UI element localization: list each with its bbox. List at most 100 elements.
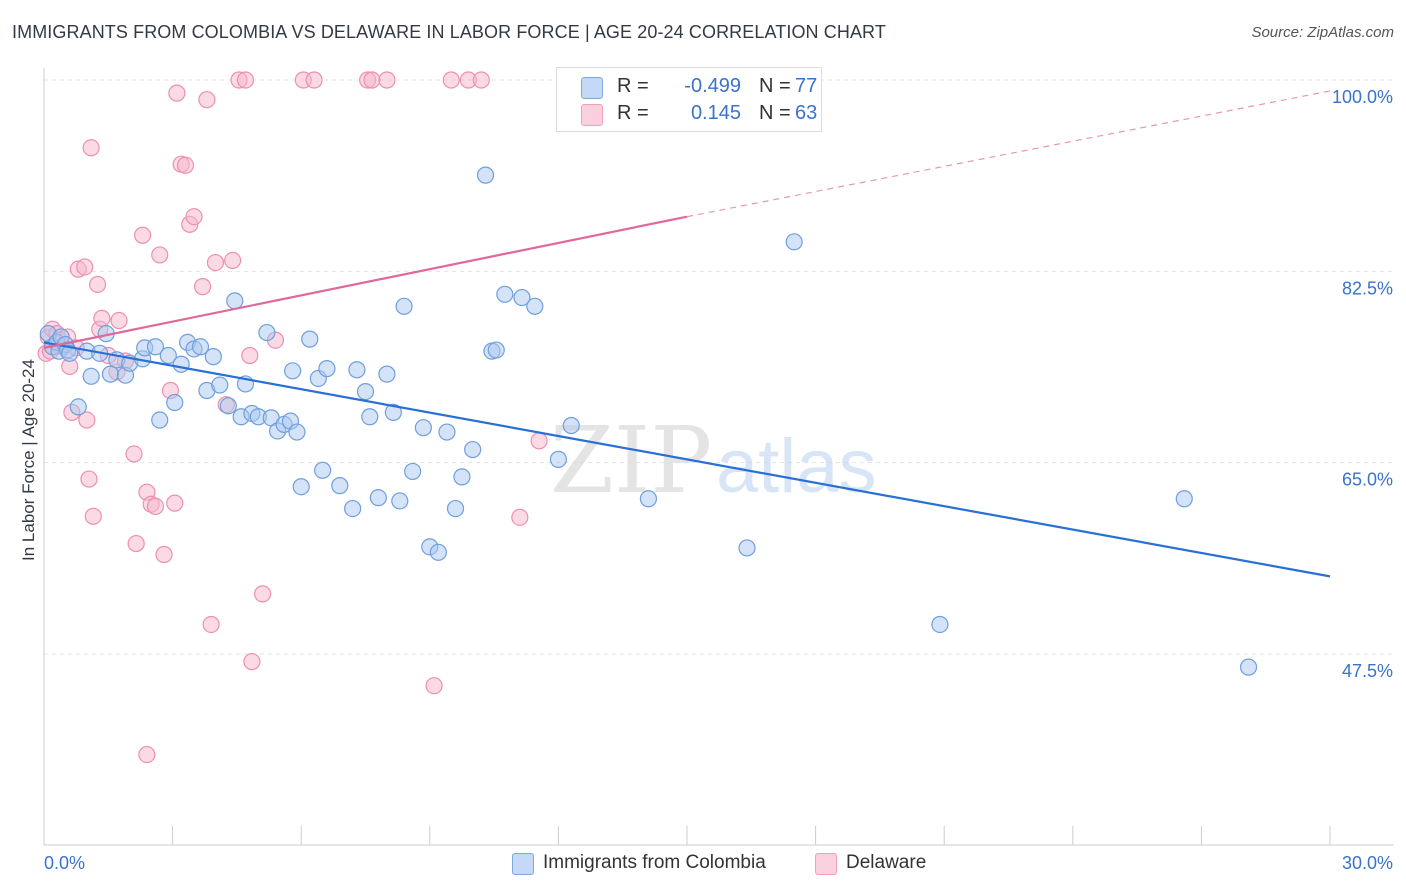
delaware-point (127, 534, 145, 553)
delaware-point (110, 311, 128, 330)
legend-swatch-pink (581, 104, 603, 126)
axes (43, 68, 1394, 846)
colombia-point (438, 423, 456, 441)
delaware-point (241, 346, 259, 365)
colombia-point (384, 403, 402, 421)
delaware-point (155, 545, 173, 564)
legend-n-value: 63 (795, 102, 818, 124)
delaware-point (243, 653, 261, 671)
bottom-legend-swatch-blue (512, 853, 534, 875)
colombia-point (931, 615, 949, 634)
colombia-point (301, 330, 319, 348)
colombia-point (159, 346, 177, 365)
legend-n-label: N = (759, 75, 791, 97)
y-tick-label: 100.0% (1332, 87, 1393, 107)
delaware-point (168, 84, 186, 102)
colombia-point (69, 398, 87, 416)
colombia-point (314, 461, 332, 479)
colombia-point (639, 490, 658, 508)
colombia-point (391, 492, 409, 510)
colombia-point (166, 393, 184, 412)
delaware-point (176, 156, 195, 174)
colombia-point (476, 166, 495, 184)
delaware-trend-line (43, 215, 688, 349)
delaware-point (138, 745, 156, 764)
colombia-point (288, 423, 306, 441)
y-tick-label: 65.0% (1342, 470, 1393, 490)
colombia-point (361, 408, 379, 426)
colombia-point (429, 543, 447, 561)
delaware-point (82, 139, 100, 157)
delaware-point (378, 71, 396, 89)
colombia-trend-line (43, 341, 1331, 578)
colombia-point (414, 419, 432, 437)
colombia-point (395, 297, 413, 315)
colombia-point (258, 323, 276, 342)
delaware-point (363, 71, 381, 89)
colombia-point (513, 288, 531, 307)
colombia-point (331, 477, 349, 495)
y-axis-label: In Labor Force | Age 20-24 (19, 359, 38, 561)
colombia-point (344, 499, 362, 518)
colombia-point (404, 462, 422, 481)
delaware-point (88, 275, 107, 294)
delaware-point (236, 71, 255, 89)
colombia-point (562, 416, 580, 435)
watermark-atlas: atlas (716, 424, 877, 509)
colombia-point (549, 450, 568, 468)
delaware-point (166, 494, 184, 512)
y-tick-label: 47.5% (1342, 661, 1393, 681)
delaware-point (93, 309, 111, 327)
colombia-point (219, 397, 237, 415)
delaware-point (442, 71, 460, 89)
colombia-point (464, 440, 482, 459)
delaware-point (133, 226, 152, 244)
colombia-point (101, 365, 120, 383)
colombia-points (39, 166, 1258, 676)
delaware-point (472, 71, 490, 89)
correlation-legend: R = -0.499 N = 77 R = 0.145 N = 63 (556, 67, 822, 132)
chart-title: IMMIGRANTS FROM COLOMBIA VS DELAWARE IN … (12, 22, 886, 42)
legend-swatch-blue (581, 77, 603, 99)
delaware-point (194, 278, 212, 296)
colombia-point (226, 292, 244, 310)
delaware-point (80, 470, 98, 488)
legend-n-value: 77 (795, 75, 818, 97)
colombia-point (1239, 658, 1258, 676)
bottom-legend-label: Delaware (846, 852, 927, 873)
delaware-point (146, 497, 165, 515)
delaware-point (511, 508, 529, 526)
colombia-point (204, 348, 222, 366)
delaware-point (185, 208, 203, 226)
colombia-point (378, 365, 396, 383)
delaware-point (125, 445, 143, 463)
delaware-point (84, 507, 102, 525)
source-label: Source: ZipAtlas.com (1251, 24, 1394, 41)
legend-r-label: R = (617, 75, 649, 97)
colombia-point (738, 539, 756, 557)
delaware-point (305, 71, 323, 89)
colombia-point (292, 478, 310, 496)
colombia-point (356, 383, 375, 401)
delaware-point (78, 411, 96, 429)
colombia-point (211, 376, 229, 394)
delaware-point (151, 246, 169, 264)
delaware-point (76, 258, 94, 276)
trend-lines (43, 90, 1331, 578)
colombia-point (172, 355, 190, 373)
colombia-point (151, 411, 169, 429)
colombia-point (526, 297, 544, 315)
colombia-point (785, 233, 803, 251)
colombia-point (496, 285, 514, 303)
x-tick-label: 30.0% (1342, 853, 1393, 873)
watermark: ZIP atlas (550, 407, 877, 514)
gridlines (44, 79, 1394, 655)
legend-r-value: -0.499 (684, 75, 741, 97)
colombia-point (1175, 490, 1193, 508)
delaware-point (224, 251, 242, 269)
colombia-point (284, 362, 302, 380)
axis-labels: 47.5% 65.0% 82.5% 100.0% 0.0% 30.0% In Labor F… (19, 87, 1393, 873)
delaware-point (530, 432, 548, 450)
colombia-point (146, 338, 165, 356)
